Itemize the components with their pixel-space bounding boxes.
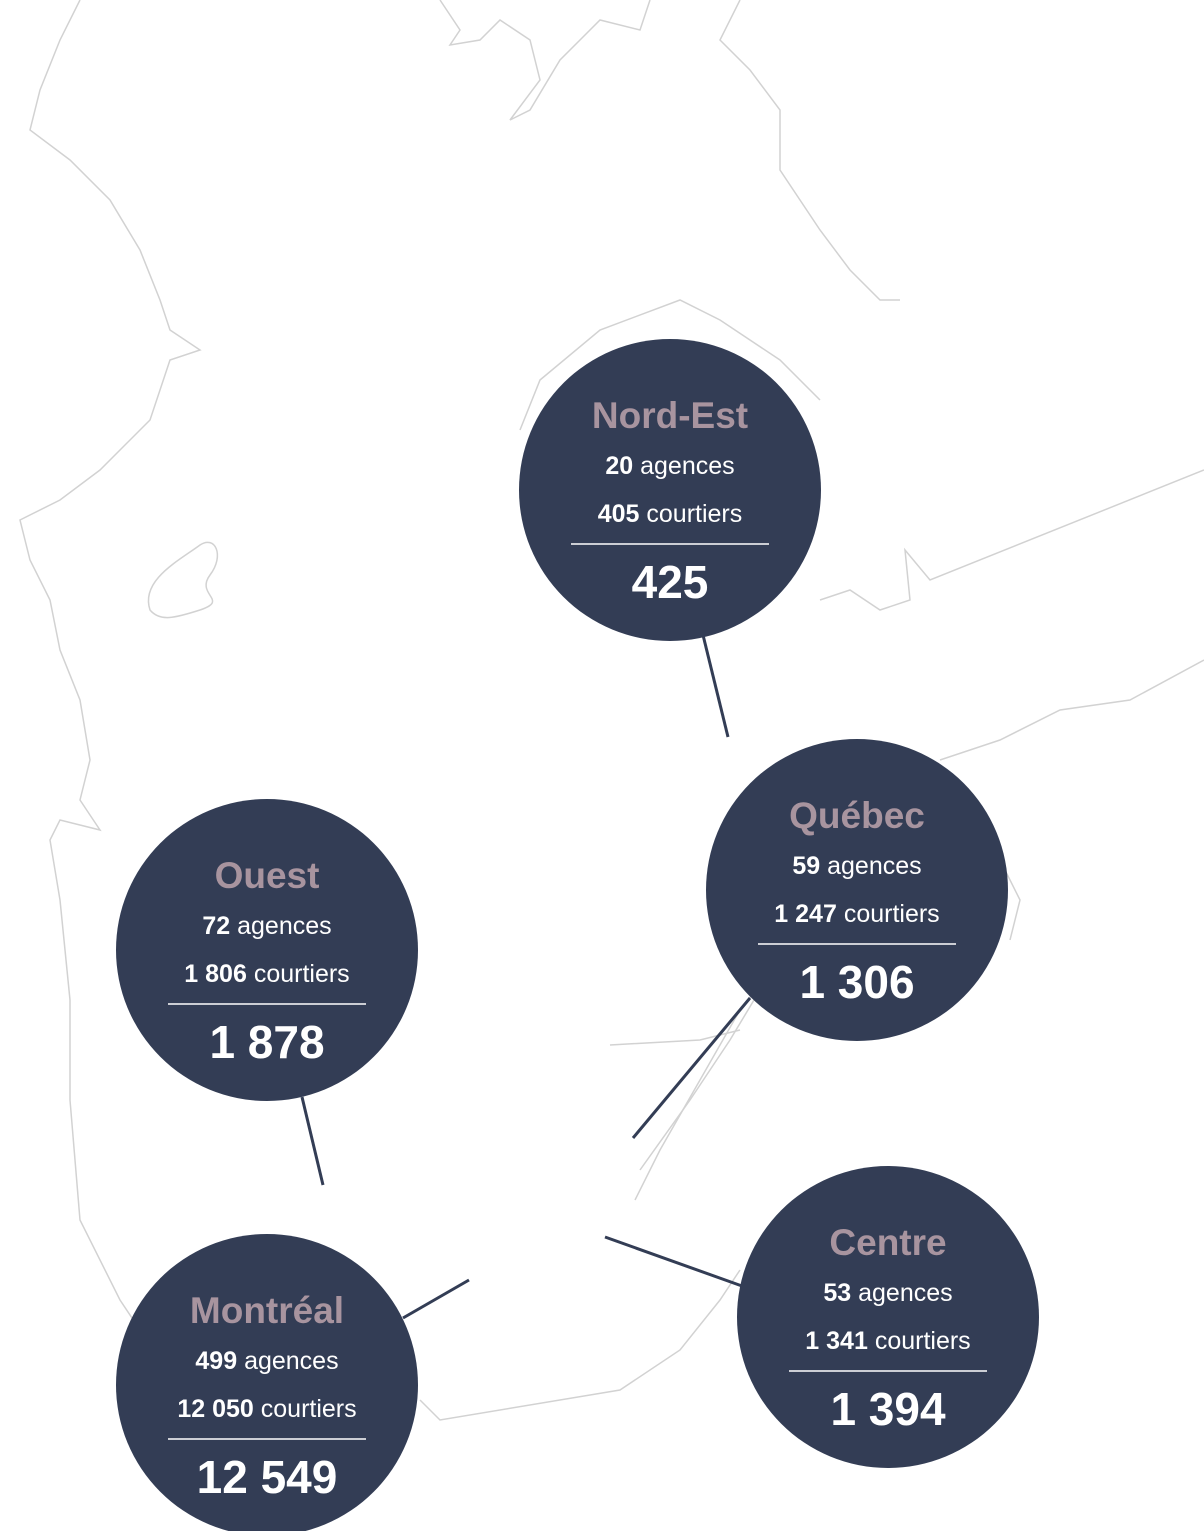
bubble [737, 1166, 1039, 1468]
region-name: Québec [789, 795, 925, 836]
agences-count: 499 [195, 1347, 237, 1375]
agences-count: 53 [823, 1279, 851, 1307]
bubble [116, 1234, 418, 1531]
courtiers-count: 1 247 [774, 900, 837, 928]
agences-label: agences [237, 912, 332, 940]
courtiers-line: 1 806 courtiers [184, 960, 349, 988]
region-bubble: Ouest 72 agences 1 806 courtiers 1 878 [116, 799, 418, 1186]
leader-line [402, 1278, 470, 1320]
courtiers-count: 405 [598, 500, 640, 528]
courtiers-line: 1 341 courtiers [805, 1327, 970, 1355]
courtiers-line: 12 050 courtiers [177, 1395, 356, 1423]
region-total: 1 878 [209, 1016, 324, 1068]
agences-line: 499 agences [195, 1347, 338, 1375]
agences-label: agences [244, 1347, 339, 1375]
agences-label: agences [858, 1279, 953, 1307]
courtiers-count: 1 341 [805, 1327, 868, 1355]
courtiers-label: courtiers [646, 500, 742, 528]
region-name: Ouest [215, 855, 320, 896]
agences-line: 72 agences [202, 912, 331, 940]
courtiers-label: courtiers [254, 960, 350, 988]
agences-label: agences [827, 852, 922, 880]
region-total: 12 549 [197, 1451, 338, 1503]
region-bubble: Centre 53 agences 1 341 courtiers 1 394 [604, 1166, 1039, 1468]
agences-label: agences [640, 452, 735, 480]
agences-line: 53 agences [823, 1279, 952, 1307]
courtiers-label: courtiers [261, 1395, 357, 1423]
leader-line [701, 634, 730, 738]
courtiers-line: 1 247 courtiers [774, 900, 939, 928]
courtiers-count: 1 806 [184, 960, 247, 988]
region-name: Montréal [190, 1290, 344, 1331]
region-total: 425 [632, 556, 709, 608]
map-outline [19, 0, 1204, 1421]
courtiers-label: courtiers [844, 900, 940, 928]
courtiers-count: 12 050 [177, 1395, 253, 1423]
region-name: Nord-Est [592, 395, 748, 436]
leader-line [604, 1235, 743, 1288]
agences-count: 59 [792, 852, 820, 880]
agences-count: 20 [605, 452, 633, 480]
region-bubble: Montréal 499 agences 12 050 courtiers 12 54… [116, 1234, 470, 1531]
leader-line [631, 997, 752, 1139]
region-bubble: Québec 59 agences 1 247 courtiers 1 306 [631, 739, 1008, 1139]
agences-line: 59 agences [792, 852, 921, 880]
bubble [519, 339, 821, 641]
region-total: 1 306 [799, 956, 914, 1008]
agences-line: 20 agences [605, 452, 734, 480]
courtiers-line: 405 courtiers [598, 500, 743, 528]
courtiers-label: courtiers [875, 1327, 971, 1355]
region-name: Centre [829, 1222, 946, 1263]
region-total: 1 394 [830, 1383, 946, 1435]
agences-count: 72 [202, 912, 230, 940]
bubble [116, 799, 418, 1101]
leader-line [300, 1096, 325, 1186]
bubble [706, 739, 1008, 1041]
